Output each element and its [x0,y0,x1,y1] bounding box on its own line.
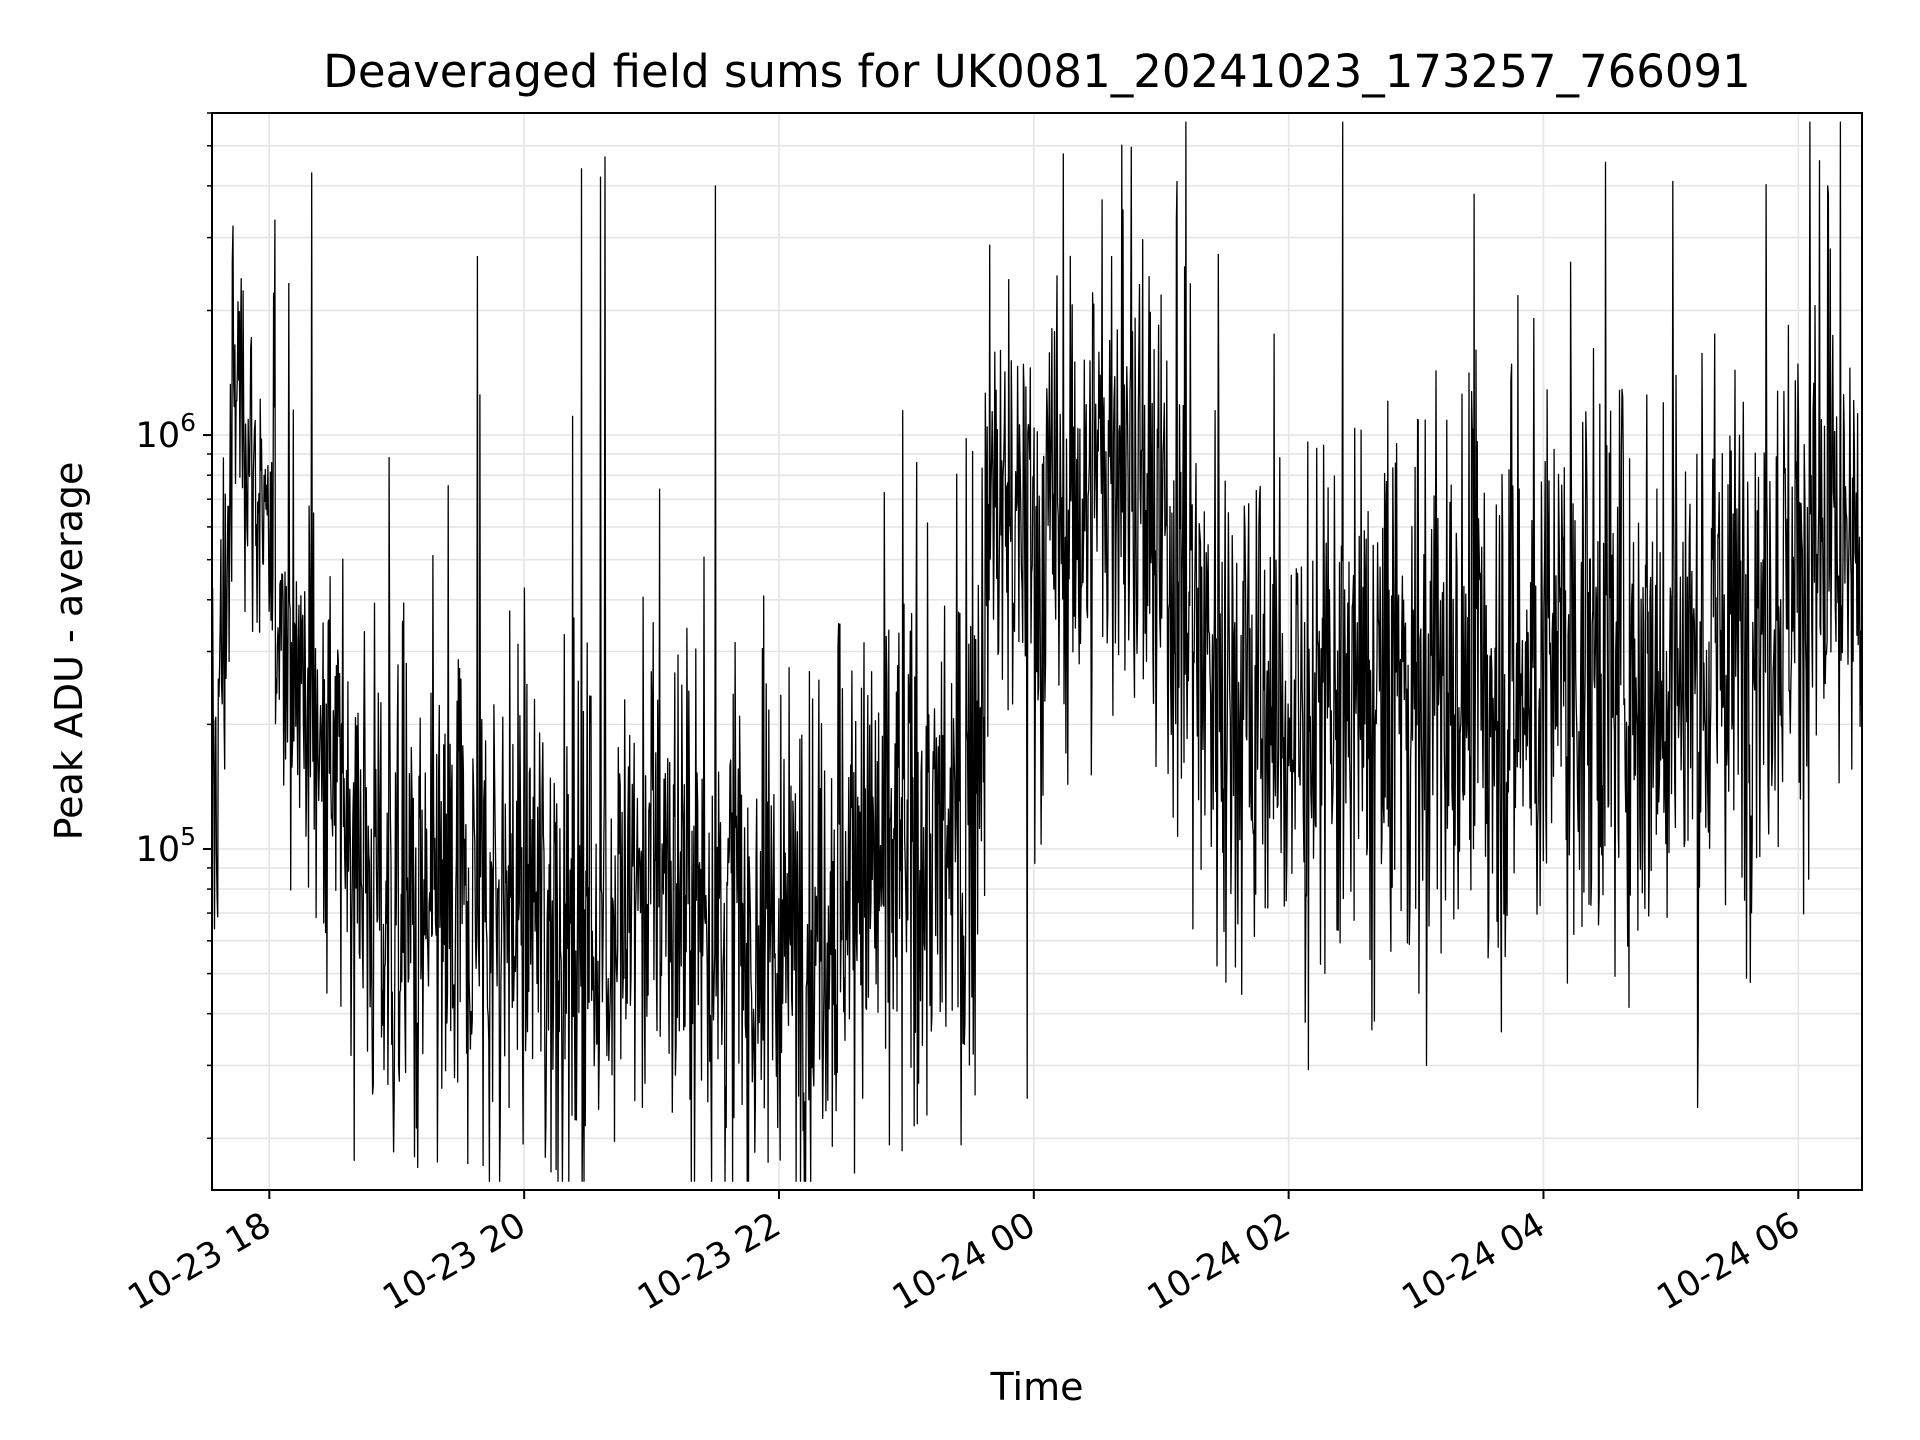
y-axis-label: Peak ADU - average [47,462,91,841]
series-path [211,121,1863,1182]
chart-title: Deaveraged field sums for UK0081_2024102… [323,45,1751,98]
series-line [211,121,1863,1182]
y-tick-label: 106 [136,408,196,456]
y-tick-label: 105 [136,822,196,870]
x-axis-label: Time [990,1365,1084,1409]
